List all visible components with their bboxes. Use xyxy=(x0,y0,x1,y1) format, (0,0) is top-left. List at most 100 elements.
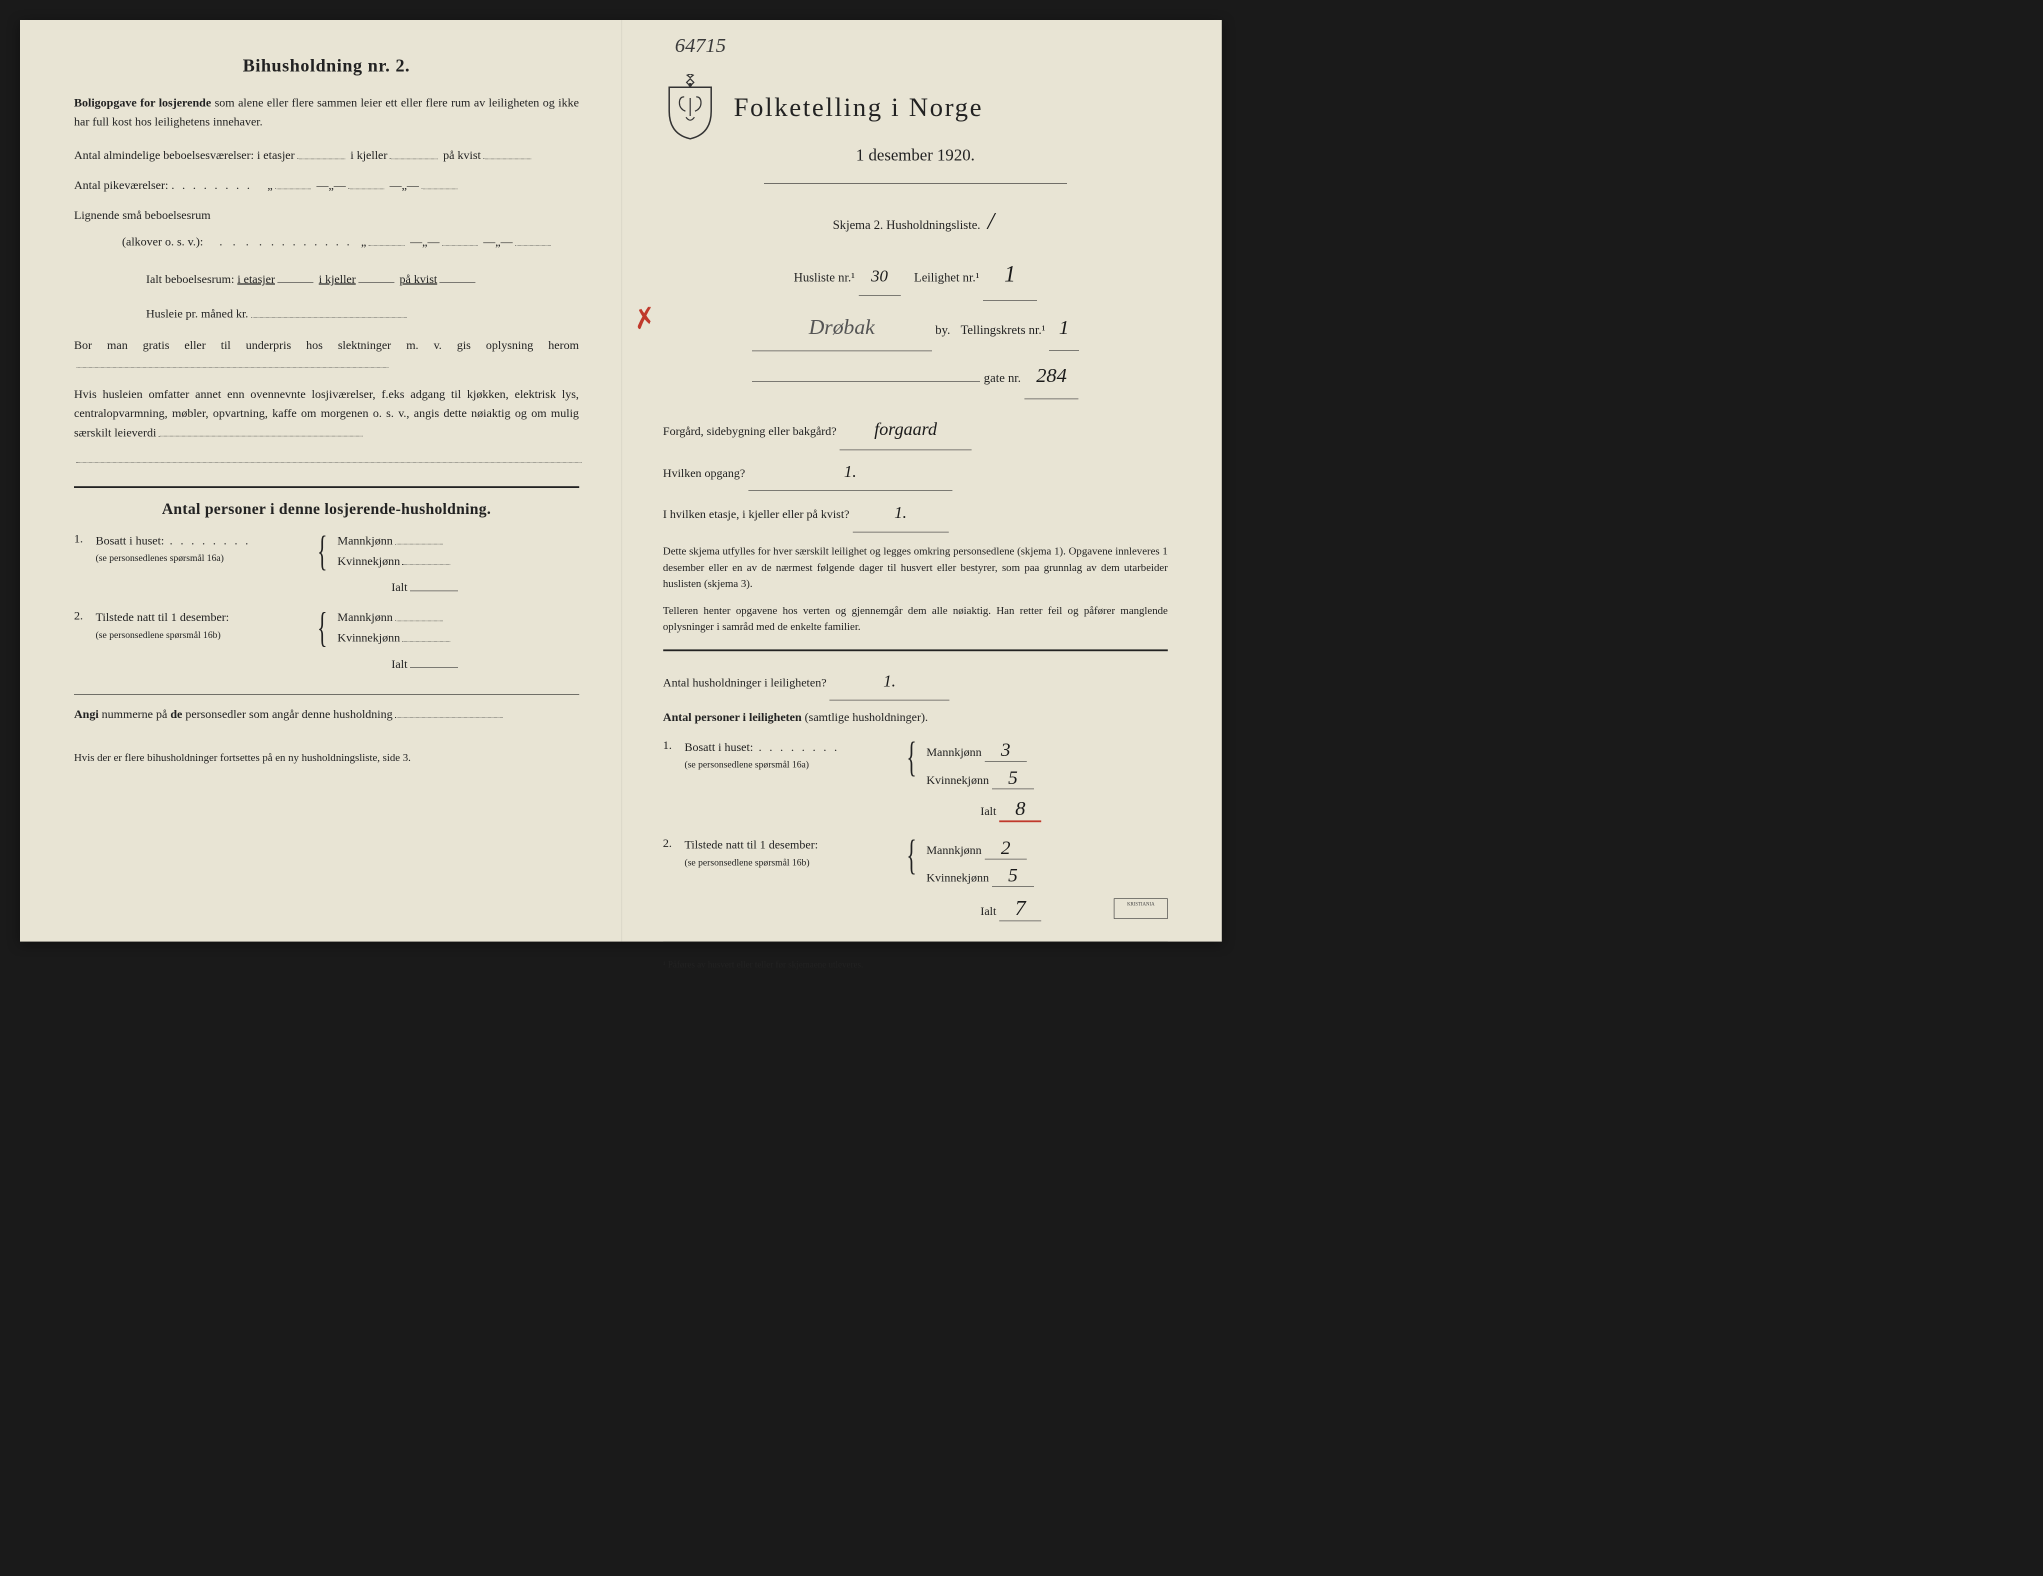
label: by. xyxy=(935,316,950,344)
q2-total-value: 7 xyxy=(999,896,1041,922)
gate-value: 284 xyxy=(1024,353,1078,398)
dots xyxy=(753,741,839,754)
left-q1: 1. Bosatt i huset: (se personsedlenes sp… xyxy=(74,532,579,599)
main-title: Folketelling i Norge xyxy=(734,92,984,123)
num: 1. xyxy=(663,739,685,753)
by-value: Drøbak xyxy=(752,303,932,351)
brace-icon: { xyxy=(317,609,327,647)
vals: Mannkjønn 3 Kvinnekjønn 5 Ialt 8 xyxy=(926,739,1167,827)
label: (alkover o. s. v.): xyxy=(122,235,203,248)
title-block: Folketelling i Norge xyxy=(734,92,984,123)
label: Kvinnekjønn xyxy=(926,774,989,787)
label: i etasjer xyxy=(237,273,275,286)
label: Ialt xyxy=(980,905,996,918)
divider xyxy=(764,183,1067,184)
note: (se personsedlenes spørsmål 16a) xyxy=(96,553,224,563)
label: Husliste nr.¹ xyxy=(794,264,855,292)
dots xyxy=(164,534,250,547)
right-footnote: ¹ Påføres av husvert eller teller før sk… xyxy=(663,960,1168,970)
text: Bosatt i huset: xyxy=(685,741,754,754)
q1-m-value: 3 xyxy=(985,739,1027,762)
coat-of-arms-icon xyxy=(663,74,717,140)
label: Tilstede natt til 1 desember: (se person… xyxy=(685,837,897,871)
text: Tilstede natt til 1 desember: xyxy=(96,611,230,624)
angi-line: Angi nummerne på de personsedler som ang… xyxy=(74,701,579,727)
rent-line: Husleie pr. måned kr. xyxy=(146,301,579,327)
skjema-line: Skjema 2. Husholdningsliste. / xyxy=(663,195,1168,248)
divider xyxy=(74,486,579,488)
label: på kvist xyxy=(400,273,438,286)
forgard-line: Forgård, sidebygning eller bakgård? forg… xyxy=(663,410,1168,450)
etasje-value: 1. xyxy=(853,495,949,533)
antal-hush-line: Antal husholdninger i leiligheten? 1. xyxy=(663,663,1168,701)
label: Leilighet nr.¹ xyxy=(914,264,979,292)
dots xyxy=(171,179,252,192)
opgang-line: Hvilken opgang? 1. xyxy=(663,454,1168,492)
num: 2. xyxy=(663,837,685,851)
instructions-1: Dette skjema utfylles for hver særskilt … xyxy=(663,543,1168,592)
text: Bor man gratis eller til underpris hos s… xyxy=(74,339,579,352)
dots: . . . . xyxy=(206,235,352,248)
label: Ialt xyxy=(980,805,996,818)
red-x-mark: ✗ xyxy=(630,300,658,336)
left-page: Bihusholdning nr. 2. Boligopgave for los… xyxy=(20,20,621,942)
label: Mannkjønn xyxy=(337,534,392,547)
brace-icon: { xyxy=(906,837,916,875)
label: Mannkjønn xyxy=(926,844,981,857)
lead-bold: Boligopgave for losjerende xyxy=(74,96,211,109)
blank xyxy=(369,234,405,246)
blank xyxy=(483,147,531,159)
blank xyxy=(410,579,458,591)
includes-para: Hvis husleien omfatter annet enn ovennev… xyxy=(74,385,579,443)
label: gate nr. xyxy=(984,364,1021,392)
brace-icon: { xyxy=(906,739,916,777)
right-q1: 1. Bosatt i huset: (se personsedlene spø… xyxy=(663,739,1168,827)
blank xyxy=(358,271,394,283)
printer-stamp: KRISTIANIA xyxy=(1114,898,1168,918)
left-subhead: Antal personer i denne losjerende-hushol… xyxy=(74,500,579,518)
label: Bosatt i huset: (se personsedlenes spørs… xyxy=(96,532,308,566)
label: Bosatt i huset: (se personsedlene spørsm… xyxy=(685,739,897,773)
blank xyxy=(421,177,457,189)
text: Bosatt i huset: xyxy=(96,534,165,547)
brace-icon: { xyxy=(317,532,327,570)
rooms-line-3: Lignende små beboelsesrum (alkover o. s.… xyxy=(74,202,579,255)
label: Mannkjønn xyxy=(926,746,981,759)
text: Tilstede natt til 1 desember: xyxy=(685,839,819,852)
left-footnote: Hvis der er flere bihusholdninger fortse… xyxy=(74,751,579,764)
blank xyxy=(402,630,450,642)
blank xyxy=(402,553,450,565)
label: Ialt beboelsesrum: xyxy=(146,273,234,286)
label: Forgård, sidebygning eller bakgård? xyxy=(663,425,837,438)
blank xyxy=(395,532,443,544)
blank xyxy=(390,147,438,159)
blank xyxy=(410,656,458,668)
label: I hvilken etasje, i kjeller eller på kvi… xyxy=(663,508,850,521)
divider xyxy=(663,942,1168,943)
blank xyxy=(159,424,363,436)
left-q2: 2. Tilstede natt til 1 desember: (se per… xyxy=(74,609,579,676)
label: Hvilken opgang? xyxy=(663,467,745,480)
subtitle: 1 desember 1920. xyxy=(663,146,1168,165)
vals: Mannkjønn Kvinnekjønn Ialt xyxy=(337,609,578,676)
opgang-value: 1. xyxy=(748,454,952,492)
pencil-number: 64715 xyxy=(675,34,726,57)
label: Antal husholdninger i leiligheten? xyxy=(663,676,827,689)
q2-k-value: 5 xyxy=(992,864,1034,887)
q1-k-value: 5 xyxy=(992,767,1034,790)
label: Tellingskrets nr.¹ xyxy=(961,316,1046,344)
right-page: 64715 Folketelling i Norge 1 desember 19… xyxy=(621,20,1222,942)
text: Antal personer i leiligheten xyxy=(663,711,802,724)
header: Folketelling i Norge xyxy=(663,74,1168,140)
right-q2: 2. Tilstede natt til 1 desember: (se per… xyxy=(663,837,1168,926)
label: Ialt xyxy=(391,581,407,594)
gate-line: gate nr. 284 xyxy=(663,353,1168,398)
note: (se personsedlene spørsmål 16b) xyxy=(96,630,221,640)
blank-line xyxy=(76,453,581,463)
label: i kjeller xyxy=(350,149,387,162)
label: Lignende små beboelsesrum xyxy=(74,209,211,222)
etasje-line: I hvilken etasje, i kjeller eller på kvi… xyxy=(663,495,1168,533)
rooms-line-1: Antal almindelige beboelsesværelser: i e… xyxy=(74,142,579,168)
label: Antal pikeværelser: xyxy=(74,179,168,192)
label: Kvinnekjønn xyxy=(926,872,989,885)
